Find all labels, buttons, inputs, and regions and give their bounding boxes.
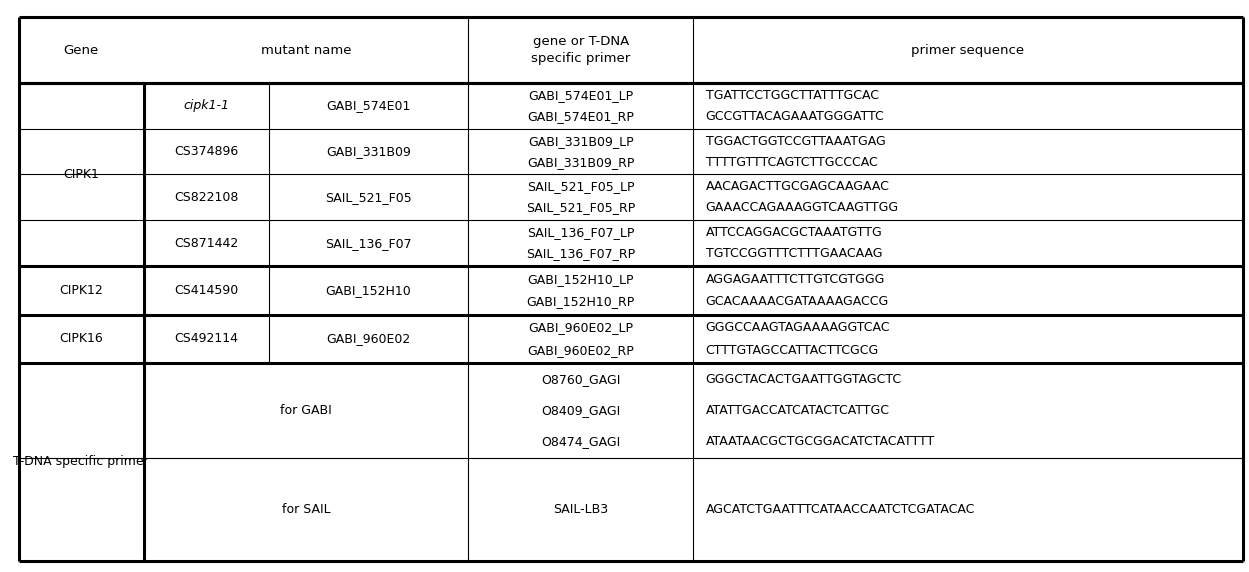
Text: CS492114: CS492114 <box>174 332 239 345</box>
Text: GABI_331B09_RP: GABI_331B09_RP <box>527 156 634 169</box>
Text: GABI_960E02_RP: GABI_960E02_RP <box>527 344 634 356</box>
Text: GABI_574E01: GABI_574E01 <box>326 100 411 112</box>
Text: TGATTCCTGGCTTATTTGCAC: TGATTCCTGGCTTATTTGCAC <box>706 89 879 102</box>
Text: AGCATCTGAATTTCATAACCAATCTCGATACAC: AGCATCTGAATTTCATAACCAATCTCGATACAC <box>706 503 975 515</box>
Text: TTTTGTTTCAGTCTTGCCCAC: TTTTGTTTCAGTCTTGCCCAC <box>706 156 878 169</box>
Text: SAIL-LB3: SAIL-LB3 <box>553 503 608 515</box>
Text: GABI_574E01_LP: GABI_574E01_LP <box>528 89 633 102</box>
Text: GABI_152H10: GABI_152H10 <box>326 284 411 297</box>
Text: mutant name: mutant name <box>261 43 351 57</box>
Text: GGGCTACACTGAATTGGTAGCTC: GGGCTACACTGAATTGGTAGCTC <box>706 373 902 386</box>
Text: O8409_GAGI: O8409_GAGI <box>541 404 621 417</box>
Text: CIPK12: CIPK12 <box>59 284 104 297</box>
Text: SAIL_521_F05: SAIL_521_F05 <box>325 191 412 204</box>
Text: CIPK1: CIPK1 <box>64 168 99 181</box>
Text: GABI_331B09_LP: GABI_331B09_LP <box>528 134 633 148</box>
Text: T-DNA specific primer: T-DNA specific primer <box>14 455 149 468</box>
Text: primer sequence: primer sequence <box>912 43 1024 57</box>
Text: GAAACCAGAAAGGTCAAGTTGG: GAAACCAGAAAGGTCAAGTTGG <box>706 201 899 214</box>
Text: SAIL_521_F05_RP: SAIL_521_F05_RP <box>526 201 636 214</box>
Text: AGGAGAATTTCTTGTCGTGGG: AGGAGAATTTCTTGTCGTGGG <box>706 273 886 285</box>
Text: O8474_GAGI: O8474_GAGI <box>541 435 621 448</box>
Text: AACAGACTTGCGAGCAAGAAC: AACAGACTTGCGAGCAAGAAC <box>706 180 889 193</box>
Text: GABI_960E02: GABI_960E02 <box>326 332 411 345</box>
Text: Gene: Gene <box>64 43 99 57</box>
Text: GCACAAAACGATAAAAGACCG: GCACAAAACGATAAAAGACCG <box>706 295 889 308</box>
Text: GABI_574E01_RP: GABI_574E01_RP <box>527 110 634 123</box>
Text: CS414590: CS414590 <box>174 284 239 297</box>
Text: SAIL_136_F07_RP: SAIL_136_F07_RP <box>526 247 636 260</box>
Text: GABI_152H10_RP: GABI_152H10_RP <box>527 295 634 308</box>
Text: ATAATAACGCTGCGGACATCTACATTTT: ATAATAACGCTGCGGACATCTACATTTT <box>706 435 936 448</box>
Text: SAIL_136_F07_LP: SAIL_136_F07_LP <box>527 226 634 239</box>
Text: CS374896: CS374896 <box>174 145 239 158</box>
Text: SAIL_521_F05_LP: SAIL_521_F05_LP <box>527 180 634 193</box>
Text: for GABI: for GABI <box>280 404 332 417</box>
Text: GABI_960E02_LP: GABI_960E02_LP <box>528 321 633 334</box>
Text: CTTTGTAGCCATTACTTCGCG: CTTTGTAGCCATTACTTCGCG <box>706 344 879 356</box>
Text: CIPK16: CIPK16 <box>59 332 104 345</box>
Text: ATTCCAGGACGCTAAATGTTG: ATTCCAGGACGCTAAATGTTG <box>706 226 883 239</box>
Text: cipk1-1: cipk1-1 <box>184 100 229 112</box>
Text: gene or T-DNA
specific primer: gene or T-DNA specific primer <box>531 35 631 65</box>
Text: O8760_GAGI: O8760_GAGI <box>541 373 621 386</box>
Text: TGTCCGGTTTCTTTGAACAAG: TGTCCGGTTTCTTTGAACAAG <box>706 247 882 260</box>
Text: GGGCCAAGTAGAAAAGGTCAC: GGGCCAAGTAGAAAAGGTCAC <box>706 321 891 334</box>
Text: ATATTGACCATCATACTCATTGC: ATATTGACCATCATACTCATTGC <box>706 404 889 417</box>
Text: GCCGTTACAGAAATGGGATTC: GCCGTTACAGAAATGGGATTC <box>706 110 884 123</box>
Text: TGGACTGGTCCGTTAAATGAG: TGGACTGGTCCGTTAAATGAG <box>706 134 886 148</box>
Text: for SAIL: for SAIL <box>282 503 330 515</box>
Text: CS822108: CS822108 <box>174 191 239 204</box>
Text: SAIL_136_F07: SAIL_136_F07 <box>325 237 412 249</box>
Text: GABI_331B09: GABI_331B09 <box>326 145 411 158</box>
Text: GABI_152H10_LP: GABI_152H10_LP <box>527 273 634 285</box>
Text: CS871442: CS871442 <box>174 237 239 249</box>
